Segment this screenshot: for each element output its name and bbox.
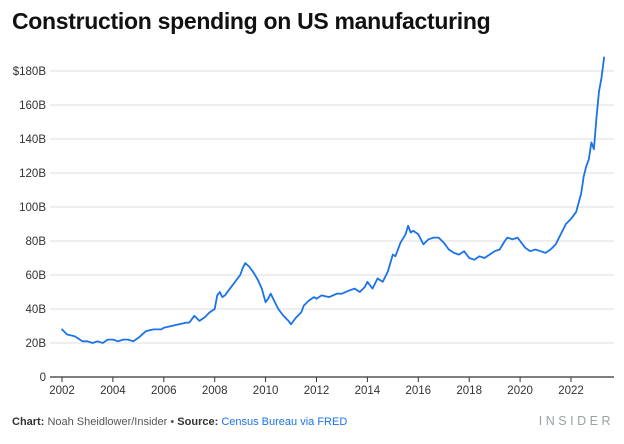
x-tick-label: 2012 — [304, 385, 330, 397]
y-tick-label: 160B — [19, 100, 46, 112]
footer-separator: • — [170, 416, 175, 428]
y-tick-label: 40B — [26, 304, 47, 316]
y-tick-label: 80B — [26, 236, 47, 248]
y-tick-label: 100B — [19, 202, 46, 214]
footer-source-label: Source: — [177, 416, 219, 428]
chart-title: Construction spending on US manufacturin… — [12, 8, 491, 34]
series-group — [61, 56, 605, 344]
series-line — [61, 56, 605, 344]
footer-source-link[interactable]: Census Bureau via FRED — [221, 416, 348, 428]
footer-chart-author: Noah Sheidlower/Insider — [47, 416, 168, 428]
y-tick-label: $180B — [13, 66, 47, 78]
x-tick-label: 2008 — [202, 385, 228, 397]
y-tick-label: 0 — [40, 372, 46, 384]
x-tick-label: 2022 — [558, 385, 584, 397]
x-tick-label: 2020 — [507, 385, 533, 397]
x-tick-label: 2002 — [49, 385, 75, 397]
insider-logo: INSIDER — [538, 414, 614, 428]
x-tick-label: 2014 — [355, 385, 381, 397]
y-tick-label: 20B — [26, 338, 47, 350]
gridlines — [50, 70, 614, 378]
footer-chart-label: Chart: — [12, 416, 45, 428]
chart-footer: Chart: Noah Sheidlower/Insider • Source:… — [12, 416, 347, 428]
x-axis: 2002 2004 2006 2008 2010 2012 2014 2016 2018 2020… — [49, 377, 584, 397]
x-tick-label: 2016 — [406, 385, 432, 397]
y-tick-label: 140B — [19, 134, 46, 146]
y-tick-label: 120B — [19, 168, 46, 180]
x-tick-label: 2018 — [456, 385, 482, 397]
x-tick-label: 2004 — [100, 385, 126, 397]
y-axis: 0 20B 40B 60B 80B 100B 120B 140B 160B $180B — [13, 66, 47, 384]
x-tick-label: 2010 — [253, 385, 279, 397]
y-tick-label: 60B — [26, 270, 47, 282]
x-tick-label: 2006 — [151, 385, 177, 397]
